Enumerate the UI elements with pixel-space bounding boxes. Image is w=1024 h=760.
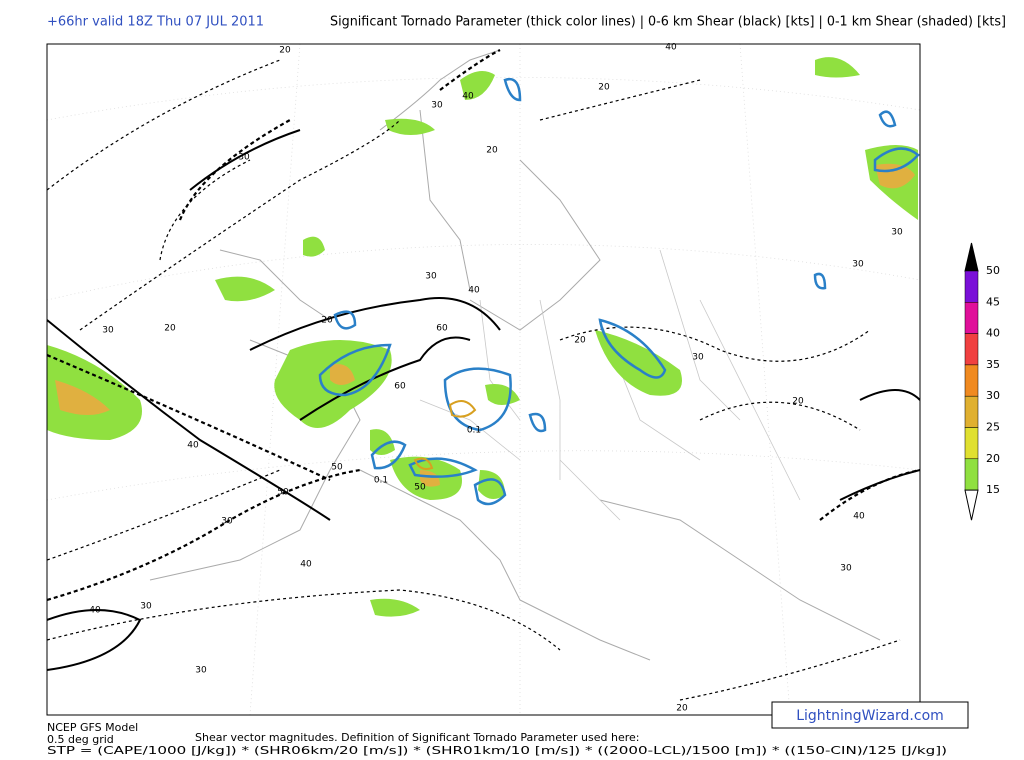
footer-model: NCEP GFS Model xyxy=(47,721,138,734)
colorbar-label: 40 xyxy=(986,327,1000,340)
colorbar-label: 15 xyxy=(986,483,1000,496)
coastline xyxy=(149,49,881,661)
contour-label: 40 xyxy=(89,606,101,616)
borders xyxy=(419,249,801,521)
watermark: LightningWizard.com xyxy=(796,708,944,724)
contour-label: 50 xyxy=(414,483,426,493)
contour-label: 20 xyxy=(574,336,586,346)
contour-label: 50 xyxy=(331,463,343,473)
contour-label: 30 xyxy=(840,564,852,574)
contour-label: 20 xyxy=(792,397,804,407)
contour-label: 40 xyxy=(468,286,480,296)
colorbar-segment xyxy=(964,458,979,491)
run-title: +66hr valid 18Z Thu 07 JUL 2011 xyxy=(47,15,264,30)
shear-contour xyxy=(47,129,920,671)
contour-label: 20 xyxy=(598,83,610,93)
colorbar-top xyxy=(964,242,979,272)
colorbar-segment xyxy=(964,364,979,397)
contour-label: 30 xyxy=(238,153,250,163)
shear-shading xyxy=(55,380,110,415)
colorbar-segment xyxy=(964,333,979,366)
shear-shading xyxy=(274,340,392,428)
contour-label: 40 xyxy=(300,560,312,570)
colorbar-segment xyxy=(964,427,979,460)
colorbar-label: 20 xyxy=(986,452,1000,465)
colorbar-segment xyxy=(964,302,979,334)
shear-shading xyxy=(215,57,918,617)
stp-contour xyxy=(413,400,477,470)
map xyxy=(47,44,920,715)
footer-grid: 0.5 deg grid xyxy=(47,733,114,746)
contour-labels: 20 40 30 20 20 40 30 20 30 20 30 40 60 60 40 50 50 30 40 40… xyxy=(89,43,903,714)
stp-contour xyxy=(318,77,920,506)
description: Significant Tornado Parameter (thick col… xyxy=(330,15,1006,30)
watermark-box xyxy=(771,701,969,729)
contour-label: 30 xyxy=(692,353,704,363)
contour-label: 30 xyxy=(221,517,233,527)
contour-label: 30 xyxy=(140,602,152,612)
contour-label: 30 xyxy=(891,228,903,238)
contour-label: 40 xyxy=(462,92,474,102)
contour-label: 0.1 xyxy=(374,476,388,486)
contour-label: 20 xyxy=(321,316,333,326)
footer-note: Shear vector magnitudes. Definition of S… xyxy=(195,731,640,744)
shear-contour xyxy=(47,59,901,701)
footer-formula: STP = (CAPE/1000 [J/kg]) * (SHR06km/20 [… xyxy=(47,744,947,757)
contour-label: 30 xyxy=(102,326,114,336)
contour-label: 20 xyxy=(279,46,291,56)
shear-shading xyxy=(47,345,142,440)
colorbar-bottom xyxy=(964,489,979,521)
contour-label: 60 xyxy=(436,324,448,334)
colorbar-segment xyxy=(964,395,979,428)
colorbar-label: 45 xyxy=(986,295,1000,308)
shear-shading xyxy=(330,163,915,487)
contour-label: 30 xyxy=(431,101,443,111)
colorbar-label: 30 xyxy=(986,389,1000,402)
colorbar-label: 50 xyxy=(986,264,1000,277)
colorbar-label: 25 xyxy=(986,421,1000,434)
map-frame xyxy=(46,43,921,716)
contour-label: 30 xyxy=(425,272,437,282)
contour-label: 0.1 xyxy=(467,426,481,436)
colorbar: 50 45 40 35 30 25 20 15 xyxy=(964,242,1000,521)
contour-label: 50 xyxy=(277,488,289,498)
colorbar-label: 35 xyxy=(986,358,1000,371)
contour-label: 40 xyxy=(665,43,677,53)
contour-label: 30 xyxy=(195,666,207,676)
colorbar-segment xyxy=(964,270,979,303)
contour-label: 20 xyxy=(164,324,176,334)
contour-label: 30 xyxy=(852,260,864,270)
contour-label: 20 xyxy=(486,146,498,156)
contour-label: 40 xyxy=(853,512,865,522)
contour-label: 40 xyxy=(187,441,199,451)
contour-label: 20 xyxy=(676,704,688,714)
graticule xyxy=(47,44,920,715)
contour-label: 60 xyxy=(394,382,406,392)
